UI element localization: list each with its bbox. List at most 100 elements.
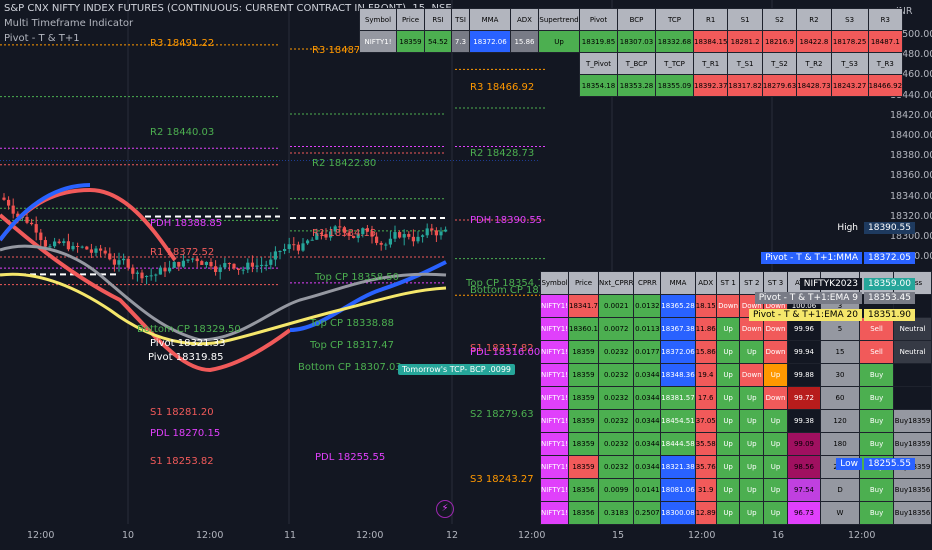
table-cell: 0.0232: [597, 386, 635, 410]
candle-body: [375, 236, 379, 243]
table-cell: [397, 53, 425, 75]
tag-niftyk-label: NIFTYK2023: [799, 278, 862, 290]
table-cell: [511, 53, 539, 75]
table-cell: TCP: [655, 8, 694, 31]
candle-body: [39, 232, 43, 241]
table-cell: Buy18359: [893, 409, 932, 433]
table-cell: T_R1: [692, 52, 729, 75]
level-label: R1 18372.52: [150, 247, 215, 258]
table-cell: 0.0132: [633, 294, 662, 318]
candle-body: [66, 241, 70, 250]
candle-body: [361, 228, 365, 235]
table-cell: Up: [739, 432, 765, 456]
table-cell: Nxt_CPRR: [597, 271, 635, 295]
level-label: Bottom CP 18354.18: [470, 285, 574, 296]
table-cell: T_Pivot: [579, 52, 618, 75]
table-cell: 35.76: [694, 455, 717, 479]
table-cell: 99.72: [786, 386, 822, 410]
table-cell: Up: [715, 455, 741, 479]
table-cell: 18321.38: [660, 455, 696, 479]
table-cell: BCP: [617, 8, 656, 31]
candle-body: [434, 230, 438, 236]
candle-body: [416, 236, 420, 242]
tag-ema20-value: 18351.90: [864, 309, 915, 321]
table-cell: Up: [739, 478, 765, 502]
table-cell: 0.0344: [633, 386, 662, 410]
candle-body: [398, 232, 402, 238]
table-cell: 18348.36: [660, 363, 696, 387]
table-row: NIFTY1! 18356 0.3183 0.2507 18300.08 12.89 Up U…: [539, 501, 932, 525]
candle-body: [292, 244, 296, 246]
table-cell: 18422.8: [796, 30, 832, 53]
candle-body: [227, 263, 231, 265]
candle-body: [76, 245, 80, 247]
table-cell: ST 2: [739, 271, 765, 295]
level-label: PDL 18270.15: [150, 428, 221, 439]
table-cell: 99.38: [786, 409, 822, 433]
candle-body: [191, 258, 195, 260]
price-tick: 18400.00: [890, 130, 932, 141]
indicator-pivot[interactable]: Pivot - T & T+1: [4, 33, 80, 44]
table-cell: 18319.85: [579, 30, 618, 53]
table-cell: 18355.09: [655, 74, 694, 97]
summary-table: Symbol Price RSI TSI MMA ADX Supertrend Pivot BC…: [359, 8, 904, 97]
table-cell: 18454.51: [660, 409, 696, 433]
table-cell: Up: [715, 386, 741, 410]
candle-body: [338, 226, 342, 228]
table-cell: 18354.18: [579, 74, 618, 97]
table-cell: 11.86: [694, 317, 717, 341]
candle-body: [421, 235, 425, 237]
table-cell: [539, 53, 580, 75]
currency-label: INR: [896, 6, 913, 17]
table-cell: Buy18359: [893, 432, 932, 456]
candle-body: [172, 261, 176, 268]
candle-body: [384, 244, 388, 246]
table-cell: 18178.25: [830, 30, 869, 53]
table-cell: Sell: [858, 317, 895, 341]
time-tick: 10: [122, 530, 135, 541]
time-tick: 12:00: [688, 530, 716, 541]
candle-body: [255, 265, 259, 267]
candle-body: [264, 264, 268, 266]
level-label: R3 18466.92: [470, 82, 535, 93]
candle-body: [209, 261, 213, 267]
candle-body: [126, 258, 130, 268]
table-cell: Down: [763, 340, 788, 364]
table-cell: [360, 75, 397, 97]
candle-body: [48, 246, 52, 248]
table-cell: 18372.06: [660, 340, 696, 364]
table-cell: Pivot: [579, 8, 618, 31]
table-cell: R1: [692, 8, 729, 31]
flash-icon[interactable]: ⚡: [436, 500, 454, 518]
table-cell: [511, 75, 539, 97]
candle-body: [140, 272, 144, 279]
table-cell: Up: [763, 409, 788, 433]
table-cell: T_S1: [727, 52, 763, 75]
table-cell: NIFTY1!: [359, 30, 397, 53]
table-cell: NIFTY1!: [539, 363, 570, 387]
table-cell: [360, 53, 397, 75]
candle-body: [89, 249, 93, 253]
table-cell: 18392.37: [692, 74, 729, 97]
level-label: R3 18491.22: [150, 38, 215, 49]
candle-body: [283, 248, 287, 252]
level-label: PDL 18255.55: [315, 452, 386, 463]
table-cell: NIFTY1!: [539, 386, 570, 410]
table-cell: Up: [739, 409, 765, 433]
level-label: Top CP 18317.47: [310, 340, 394, 351]
table-cell: Up: [715, 478, 741, 502]
candle-body: [250, 262, 254, 267]
candle-body: [117, 260, 121, 265]
indicator-multi-timeframe[interactable]: Multi Timeframe Indicator: [4, 18, 134, 29]
table-cell: 18359: [396, 30, 425, 53]
table-cell: 97.54: [786, 478, 822, 502]
candle-body: [365, 228, 369, 232]
tag-ema20-label: Pivot - T & T+1:EMA 20: [748, 309, 862, 321]
candle-body: [379, 242, 383, 245]
table-cell: Sell: [858, 340, 895, 364]
candle-body: [16, 213, 20, 218]
table-cell: 18444.58: [660, 432, 696, 456]
table-cell: 18359: [568, 386, 599, 410]
candle-body: [80, 246, 84, 248]
